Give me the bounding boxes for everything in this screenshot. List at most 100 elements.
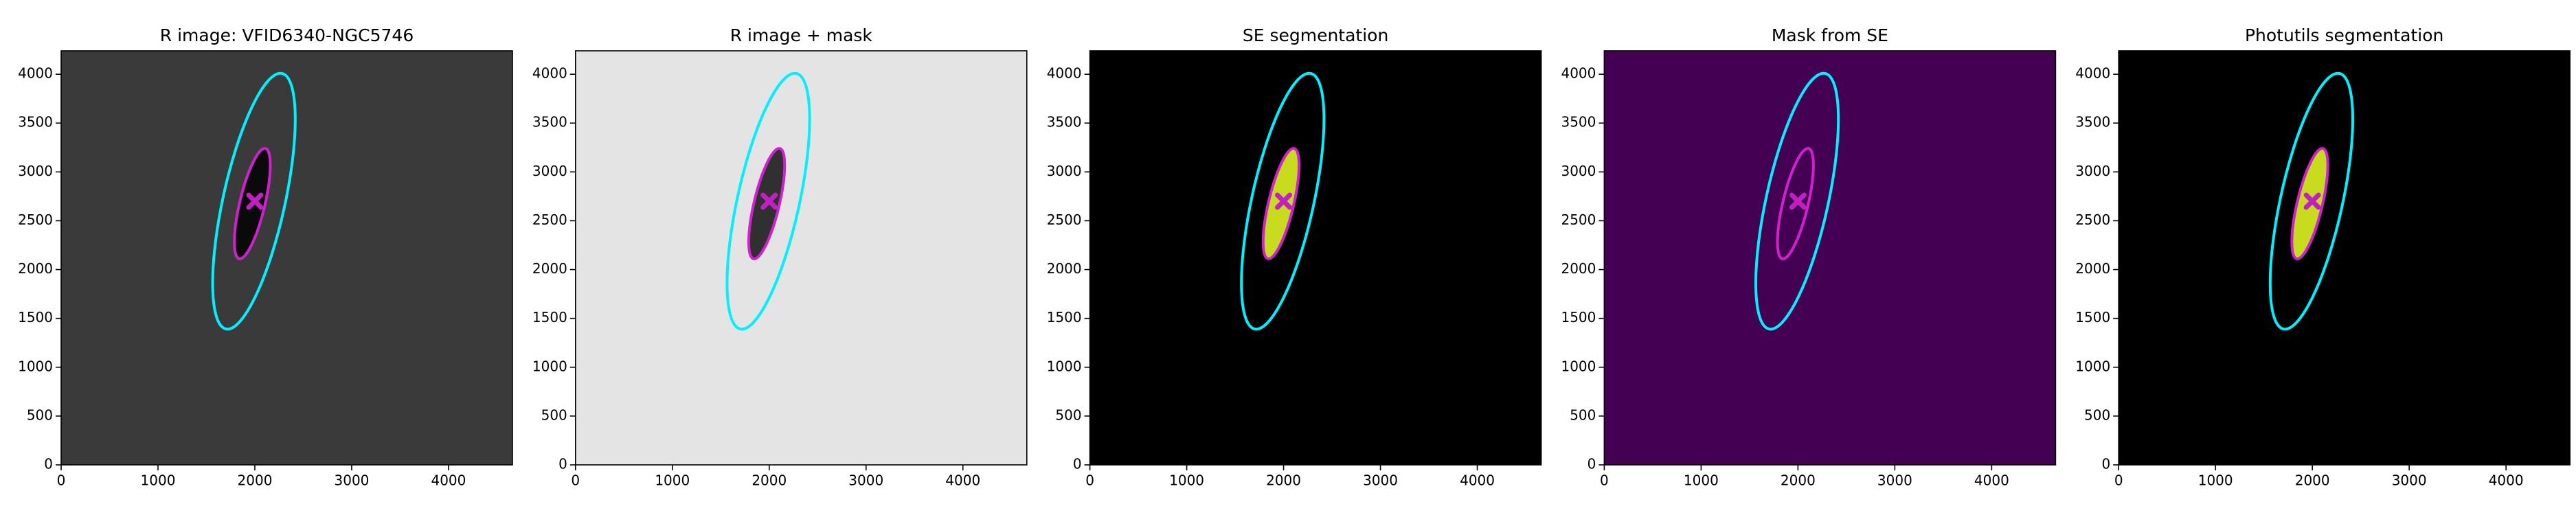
y-tick-label: 1500 [2075, 309, 2110, 325]
x-tick-label: 0 [57, 472, 66, 489]
y-tick-label: 3000 [1047, 163, 1082, 179]
x-tick-label: 0 [1085, 472, 1094, 489]
x-tick-label: 1000 [1169, 472, 1204, 489]
image-background [575, 51, 1027, 465]
y-tick-label: 4000 [2075, 65, 2110, 82]
y-tick-label: 2000 [18, 260, 53, 277]
x-tick-label: 1000 [141, 472, 176, 489]
y-tick-label: 500 [27, 407, 53, 423]
aperture-ellipse [1224, 67, 1341, 336]
y-tick-label: 2500 [2075, 211, 2110, 228]
axes-frame [1089, 50, 1542, 466]
y-tick-label: 2500 [1561, 211, 1596, 228]
x-tick-label: 2000 [752, 472, 787, 489]
x-tick-label: 3000 [1363, 472, 1398, 489]
y-tick-label: 2500 [1047, 211, 1082, 228]
y-tick-label: 500 [1055, 407, 1081, 423]
y-tick-label: 4000 [532, 65, 567, 82]
y-tick-label: 500 [541, 407, 567, 423]
panel-image [61, 51, 512, 465]
panel-title: Photutils segmentation [2245, 25, 2443, 45]
aperture-ellipse [1256, 146, 1307, 262]
y-tick-label: 4000 [1047, 65, 1082, 82]
y-tick-label: 2000 [1561, 260, 1596, 277]
panel-image [1089, 51, 1541, 465]
aperture-ellipse [1739, 67, 1855, 336]
aperture-ellipse [196, 67, 313, 336]
panel-title: R image: VFID6340-NGC5746 [160, 25, 414, 45]
y-tick-label: 1500 [1047, 309, 1082, 325]
y-tick-label: 1000 [18, 358, 53, 374]
y-tick-label: 2000 [1047, 260, 1082, 277]
image-background [1604, 51, 2056, 465]
x-tick-label: 1000 [1684, 472, 1719, 489]
center-marker [2303, 192, 2321, 210]
y-tick-label: 0 [44, 456, 53, 472]
axes-frame [1603, 50, 2057, 466]
panel-image [2119, 51, 2571, 465]
x-tick-label: 1000 [655, 472, 690, 489]
x-tick-label: 4000 [1460, 472, 1495, 489]
y-tick-label: 1500 [532, 309, 567, 325]
x-tick-label: 3000 [335, 472, 370, 489]
axes-frame [60, 50, 513, 466]
x-tick-label: 3000 [2392, 472, 2427, 489]
x-tick-label: 0 [2114, 472, 2123, 489]
x-tick-label: 4000 [431, 472, 466, 489]
y-tick-label: 3500 [532, 114, 567, 130]
y-tick-label: 1500 [18, 309, 53, 325]
y-tick-label: 3500 [18, 114, 53, 130]
y-tick-label: 0 [2101, 456, 2110, 472]
center-marker [1275, 192, 1293, 210]
y-tick-label: 1000 [2075, 358, 2110, 374]
y-tick-label: 3000 [1561, 163, 1596, 179]
x-tick-label: 4000 [2489, 472, 2524, 489]
y-tick-label: 3500 [2075, 114, 2110, 130]
y-tick-label: 500 [1570, 407, 1596, 423]
x-tick-label: 0 [571, 472, 580, 489]
y-tick-label: 0 [558, 456, 567, 472]
center-marker [246, 192, 264, 210]
aperture-ellipse [2285, 146, 2336, 262]
x-tick-label: 3000 [1877, 472, 1912, 489]
aperture-ellipse [741, 146, 792, 262]
image-background [61, 51, 512, 465]
panel-title: R image + mask [730, 25, 873, 45]
aperture-ellipse [2253, 67, 2370, 336]
x-tick-label: 2000 [2295, 472, 2330, 489]
y-tick-label: 3500 [1561, 114, 1596, 130]
panel-image [575, 51, 1027, 465]
y-tick-label: 2000 [2075, 260, 2110, 277]
aperture-ellipse [1770, 146, 1821, 262]
y-tick-label: 3000 [2075, 163, 2110, 179]
x-tick-label: 3000 [848, 472, 883, 489]
y-tick-label: 3500 [1047, 114, 1082, 130]
x-tick-label: 4000 [945, 472, 980, 489]
y-tick-label: 2500 [532, 211, 567, 228]
y-tick-label: 1000 [1047, 358, 1082, 374]
y-tick-label: 1000 [1561, 358, 1596, 374]
axes-frame [574, 50, 1028, 466]
aperture-ellipse [710, 67, 827, 336]
x-tick-label: 2000 [1781, 472, 1816, 489]
x-tick-label: 0 [1600, 472, 1609, 489]
x-tick-label: 2000 [1266, 472, 1301, 489]
y-tick-label: 0 [1073, 456, 1082, 472]
x-tick-label: 1000 [2198, 472, 2233, 489]
x-tick-label: 2000 [238, 472, 273, 489]
panel-title: Mask from SE [1772, 25, 1888, 45]
panel-image [1604, 51, 2056, 465]
image-background [1089, 51, 1541, 465]
aperture-ellipse [227, 146, 278, 262]
y-tick-label: 3000 [532, 163, 567, 179]
panel-title: SE segmentation [1243, 25, 1388, 45]
y-tick-label: 4000 [1561, 65, 1596, 82]
image-background [2119, 51, 2571, 465]
y-tick-label: 2500 [18, 211, 53, 228]
center-marker [760, 192, 778, 210]
y-tick-label: 500 [2084, 407, 2110, 423]
center-marker [1789, 192, 1807, 210]
y-tick-label: 4000 [18, 65, 53, 82]
y-tick-label: 1500 [1561, 309, 1596, 325]
